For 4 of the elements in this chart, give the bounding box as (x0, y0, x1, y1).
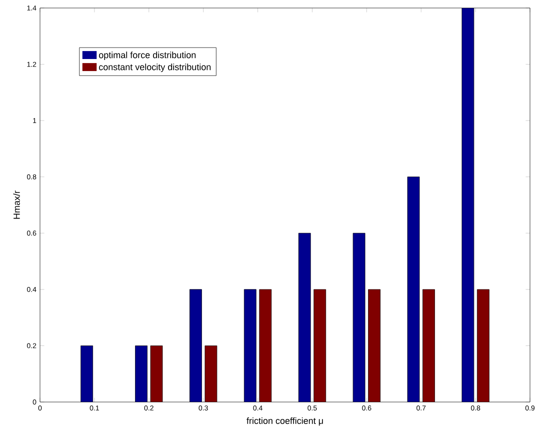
legend-label: optimal force distribution (99, 52, 196, 60)
x-axis-title: friction coefficient μ (246, 417, 323, 426)
y-axis-title: Hmax/r (13, 190, 20, 219)
legend-label: constant velocity distribution (99, 64, 211, 72)
